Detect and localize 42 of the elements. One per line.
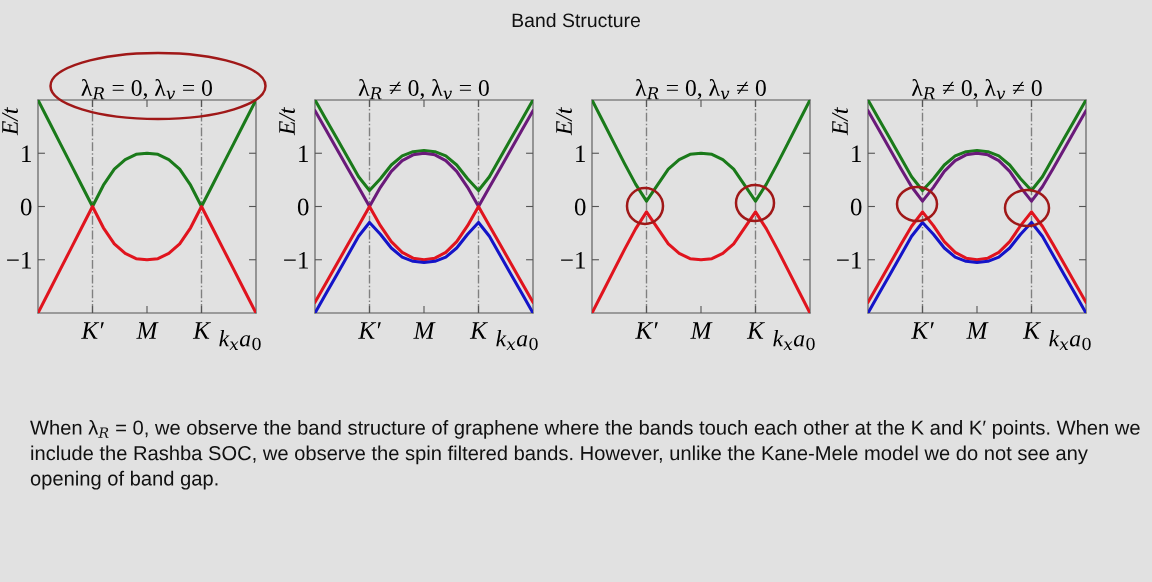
y-axis-title: E/t: [279, 107, 295, 136]
chart-title: λ$_{R}$ = 0, λ$_{v}$ = 0: [81, 79, 212, 100]
x-tick-label: K′: [911, 322, 934, 339]
y-axis-title: E/t: [556, 107, 572, 136]
x-axis-title: k$_{x}$a$_{0}$: [1049, 329, 1091, 351]
line-series: [868, 109, 1086, 203]
y-tick-label: −1: [561, 251, 585, 269]
text: Band Structure: [512, 12, 640, 28]
x-tick-label: M: [136, 322, 159, 339]
y-tick-label: −1: [837, 251, 861, 269]
x-tick-label: K′: [81, 322, 104, 339]
line-series: [868, 210, 1086, 304]
y-tick-label: 0: [20, 198, 32, 216]
y-tick-label: −1: [7, 251, 31, 269]
y-tick-label: 1: [852, 145, 861, 162]
chart-title: λ$_{R}$ ≠ 0, λ$_{v}$ = 0: [358, 79, 489, 100]
y-tick-label: 0: [850, 198, 862, 216]
text: When λ$_{R}$ = 0, we observe the band structure of graphene where the bands touch each other at the K and K′ points. When we include the Rashba SOC, we observe the spin filtered bands. However, unlike the Kane-Mele model we do not see any opening of band gap.: [30, 420, 1140, 490]
x-tick-label: K: [469, 322, 488, 339]
x-tick-label: K: [192, 322, 211, 339]
y-tick-label: 1: [576, 145, 585, 162]
x-tick-label: K: [746, 322, 765, 339]
x-tick-label: K′: [358, 322, 381, 339]
x-axis-title: k$_{x}$a$_{0}$: [219, 329, 261, 351]
chart-title: λ$_{R}$ = 0, λ$_{v}$ ≠ 0: [635, 79, 766, 100]
x-tick-label: K′: [635, 322, 658, 339]
line-series: [315, 109, 533, 209]
y-tick-label: −1: [284, 251, 308, 269]
y-axis-title: E/t: [2, 107, 18, 136]
x-axis-title: k$_{x}$a$_{0}$: [496, 329, 538, 351]
x-tick-label: M: [966, 322, 989, 339]
x-axis-title: k$_{x}$a$_{0}$: [773, 329, 815, 351]
line-series: [315, 204, 533, 304]
y-tick-label: 0: [297, 198, 309, 216]
y-tick-label: 0: [574, 198, 586, 216]
chart-title: λ$_{R}$ ≠ 0, λ$_{v}$ ≠ 0: [911, 79, 1042, 100]
y-tick-label: 1: [22, 145, 31, 162]
y-axis-title: E/t: [832, 107, 848, 136]
y-tick-label: 1: [299, 145, 308, 162]
x-tick-label: K: [1022, 322, 1041, 339]
x-tick-label: M: [413, 322, 436, 339]
x-tick-label: M: [690, 322, 713, 339]
